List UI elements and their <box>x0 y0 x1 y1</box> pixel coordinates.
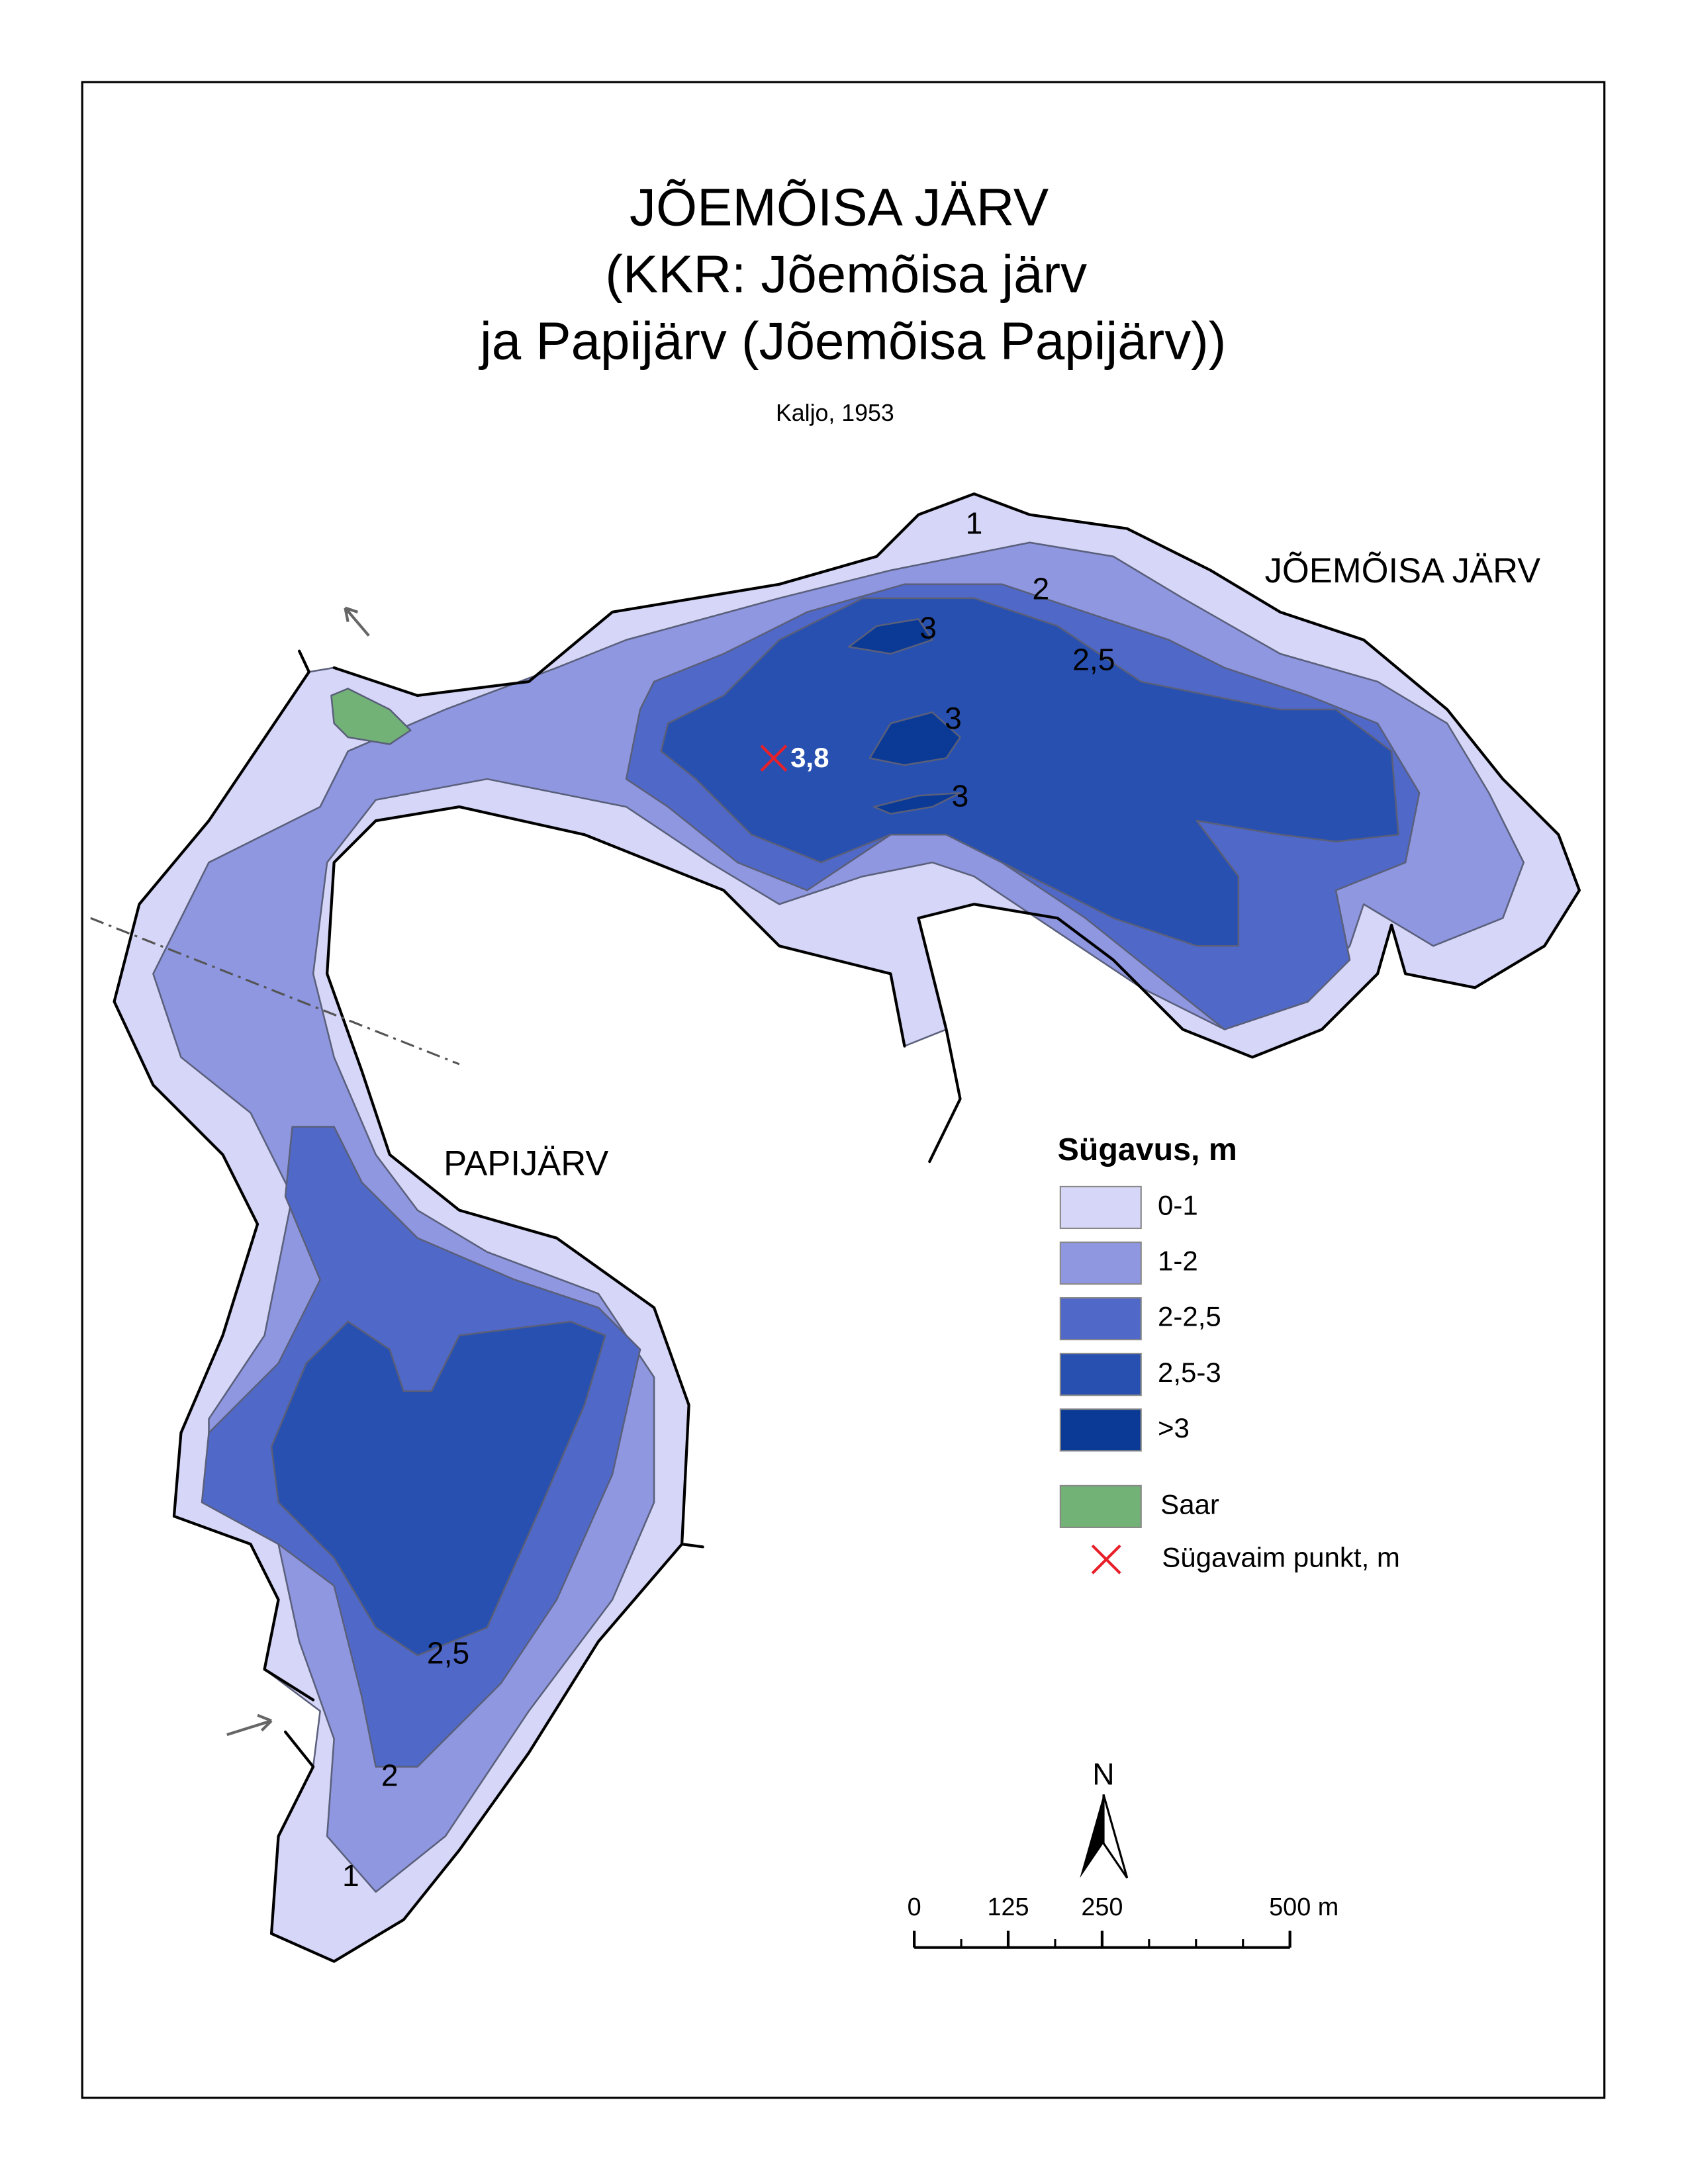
legend-title: Sügavus, m <box>1058 1132 1237 1167</box>
scale-label: 500 m <box>1269 1893 1338 1921</box>
lake-label: JÕEMÕISA JÄRV <box>1265 551 1540 590</box>
legend-swatch <box>1059 1353 1142 1396</box>
legend-label: Saar <box>1160 1488 1219 1520</box>
deepest-label: 3,8 <box>790 742 829 773</box>
scale-label: 250 <box>1081 1893 1123 1921</box>
depth-label: 2 <box>381 1758 399 1792</box>
legend-swatch <box>1059 1241 1142 1285</box>
depth-zone <box>848 618 933 655</box>
title-line: ja Papijärv (Jõemõisa Papijärv)) <box>479 311 1226 370</box>
depth-label: 3 <box>952 779 969 813</box>
legend-swatch <box>1059 1484 1142 1528</box>
inflow-arrow <box>226 1713 273 1737</box>
source: Kaljo, 1953 <box>776 400 894 426</box>
outflow-arrow <box>344 606 370 637</box>
lake <box>90 492 1581 1963</box>
depth-zone <box>868 711 961 766</box>
legend-label: 2-2,5 <box>1158 1301 1221 1332</box>
scale-bar: 0 125 250 500 m <box>908 1893 1338 1949</box>
shoreline <box>113 492 1581 1963</box>
arrow-half <box>1080 1794 1104 1878</box>
depth-label: 2 <box>1033 572 1050 606</box>
boundary-line <box>90 917 460 1066</box>
depth-label: 2,5 <box>1072 643 1115 677</box>
depth-label: 3 <box>919 610 937 645</box>
depth-zone <box>660 597 1399 947</box>
depth-label: 1 <box>342 1858 359 1893</box>
north-arrow: N <box>1080 1756 1129 1879</box>
legend-items: 0-1 1-2 2-2,5 2,5-3 >3 <box>1059 1185 1221 1452</box>
scale-label: 125 <box>987 1893 1029 1921</box>
legend-symbol <box>1091 1544 1121 1574</box>
depth-label: 2,5 <box>427 1635 469 1670</box>
depth-zone <box>270 1320 606 1657</box>
depth-zone <box>872 792 961 815</box>
title-line: JÕEMÕISA JÄRV <box>630 178 1049 237</box>
legend-swatch <box>1059 1297 1142 1341</box>
island <box>330 688 412 745</box>
legend-label: 0-1 <box>1158 1190 1198 1221</box>
north-label: N <box>1092 1756 1114 1791</box>
scale-label: 0 <box>908 1893 921 1921</box>
legend-label: Sügavaim punkt, m <box>1162 1541 1400 1572</box>
legend-label: >3 <box>1158 1412 1190 1443</box>
arrow-half <box>1102 1794 1129 1879</box>
legend-label: 1-2 <box>1158 1246 1198 1277</box>
title-line: (KKR: Jõemõisa järv <box>605 244 1087 303</box>
legend-swatch <box>1059 1408 1142 1452</box>
legend: Sügavus, m 0-1 1-2 2-2,5 2,5-3 >3 Saar Sügav… <box>1058 1132 1400 1574</box>
depth-label: 1 <box>966 506 983 541</box>
legend-label: 2,5-3 <box>1158 1357 1221 1388</box>
depth-label: 3 <box>945 701 962 735</box>
deepest-point <box>760 745 788 772</box>
legend-swatch <box>1059 1185 1142 1230</box>
lake-label: PAPIJÄRV <box>444 1144 608 1183</box>
